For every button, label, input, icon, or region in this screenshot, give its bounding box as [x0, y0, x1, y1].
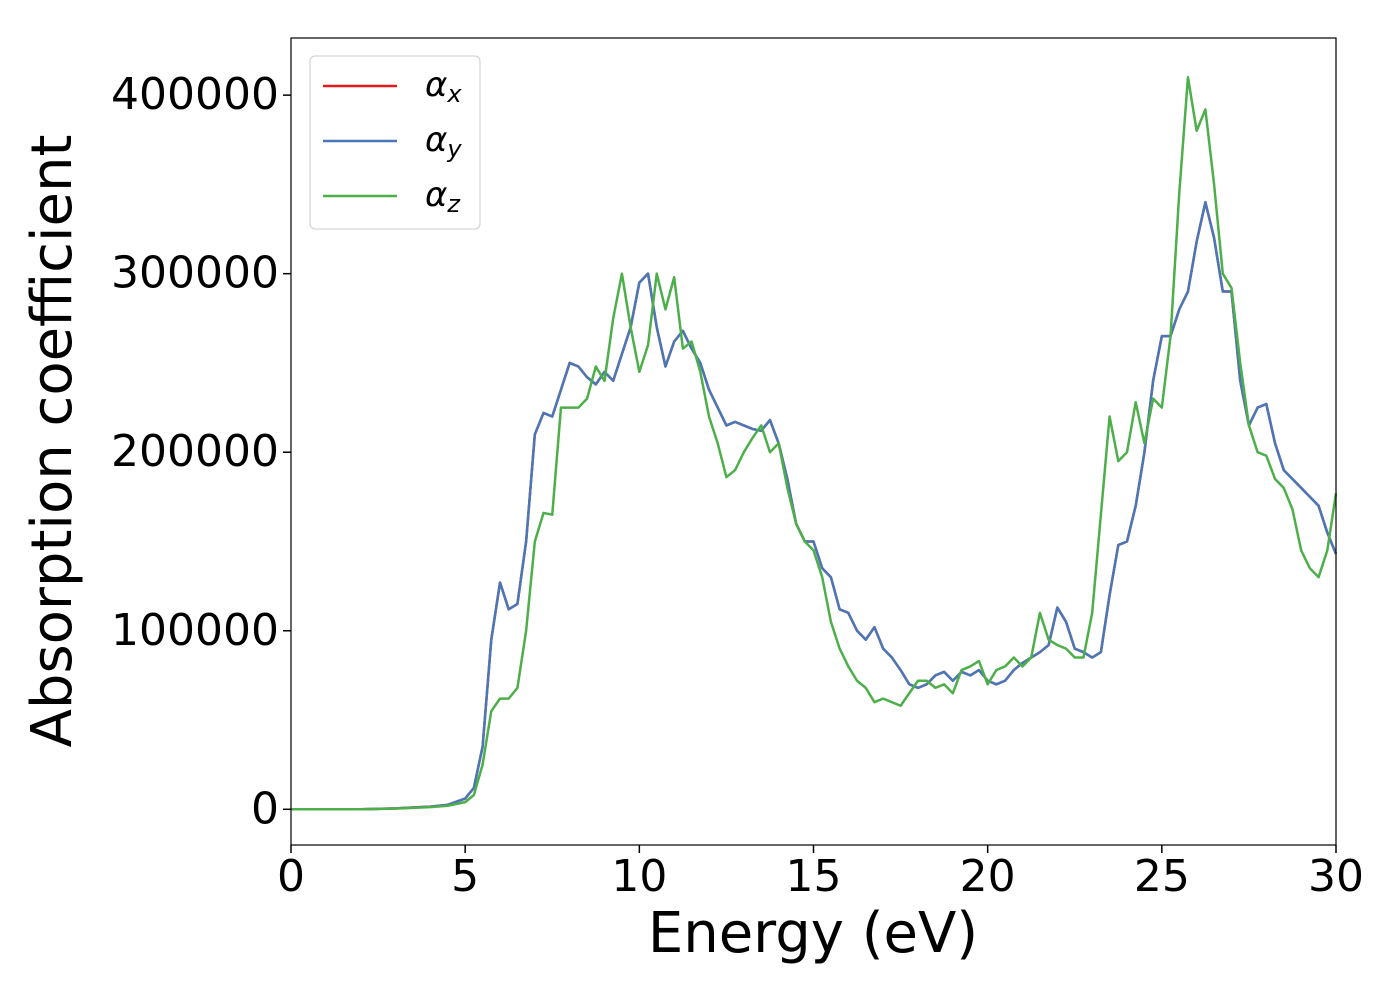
legend-label: αx — [425, 65, 462, 109]
plot-frame — [290, 37, 1337, 846]
series-line — [291, 76, 1338, 811]
legend-label: αz — [425, 175, 461, 219]
y-tick-label: 0 — [251, 783, 279, 834]
x-tick-label: 5 — [451, 851, 479, 902]
series-line — [291, 201, 1338, 811]
y-tick-label: 100000 — [111, 605, 279, 656]
series-line — [291, 201, 1338, 811]
x-tick-label: 25 — [1134, 851, 1190, 902]
y-tick-label: 200000 — [111, 426, 279, 477]
y-tick-label: 300000 — [111, 248, 279, 299]
y-axis-label: Absorption coefficient — [20, 135, 85, 748]
x-axis-label: Energy (eV) — [648, 901, 978, 966]
x-tick-label: 0 — [277, 851, 305, 902]
x-tick-label: 10 — [611, 851, 667, 902]
x-tick-label: 15 — [786, 851, 842, 902]
x-tick-label: 30 — [1308, 851, 1364, 902]
legend-box — [309, 55, 481, 230]
legend-label: αy — [425, 120, 462, 164]
x-tick-label: 20 — [960, 851, 1016, 902]
y-tick-label: 400000 — [111, 69, 279, 120]
